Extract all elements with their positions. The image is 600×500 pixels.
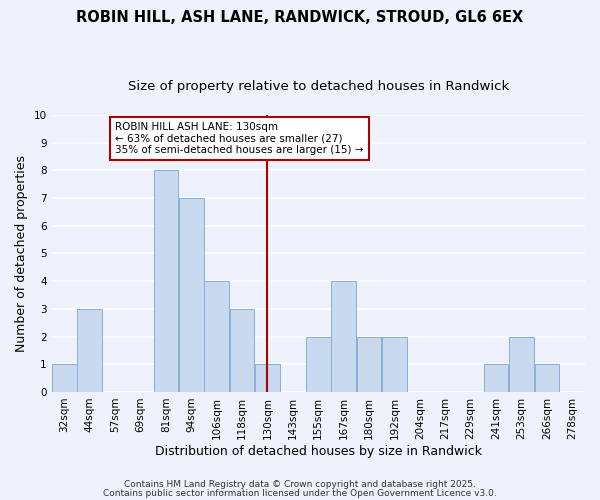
Bar: [306, 336, 331, 392]
Title: Size of property relative to detached houses in Randwick: Size of property relative to detached ho…: [128, 80, 509, 93]
Bar: [382, 336, 407, 392]
Bar: [230, 309, 254, 392]
Bar: [205, 281, 229, 392]
Bar: [52, 364, 77, 392]
Bar: [255, 364, 280, 392]
Bar: [179, 198, 203, 392]
Bar: [154, 170, 178, 392]
Bar: [77, 309, 102, 392]
Text: ROBIN HILL ASH LANE: 130sqm
← 63% of detached houses are smaller (27)
35% of sem: ROBIN HILL ASH LANE: 130sqm ← 63% of det…: [115, 122, 364, 155]
Bar: [357, 336, 382, 392]
Y-axis label: Number of detached properties: Number of detached properties: [15, 155, 28, 352]
Bar: [535, 364, 559, 392]
Text: ROBIN HILL, ASH LANE, RANDWICK, STROUD, GL6 6EX: ROBIN HILL, ASH LANE, RANDWICK, STROUD, …: [76, 10, 524, 25]
Bar: [331, 281, 356, 392]
Text: Contains HM Land Registry data © Crown copyright and database right 2025.: Contains HM Land Registry data © Crown c…: [124, 480, 476, 489]
Bar: [509, 336, 534, 392]
X-axis label: Distribution of detached houses by size in Randwick: Distribution of detached houses by size …: [155, 444, 482, 458]
Bar: [484, 364, 508, 392]
Text: Contains public sector information licensed under the Open Government Licence v3: Contains public sector information licen…: [103, 488, 497, 498]
